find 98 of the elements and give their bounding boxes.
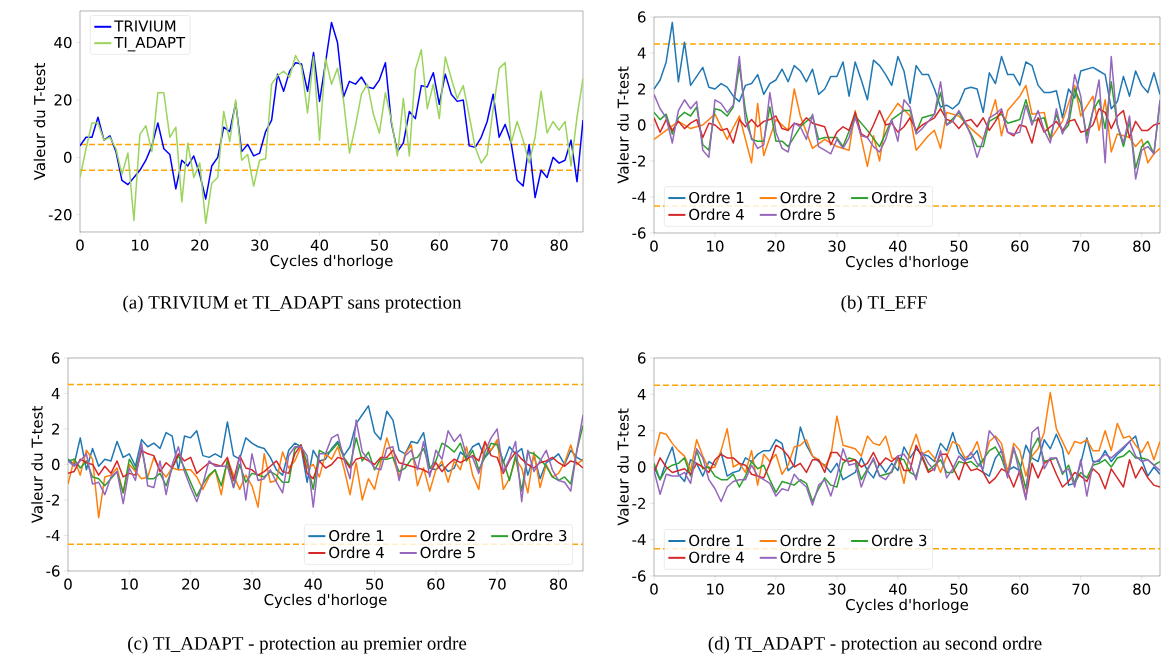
- y-tick-label: 20: [54, 94, 72, 106]
- line-series: [654, 108, 1161, 146]
- x-tick-label: 30: [243, 578, 261, 590]
- y-tick-label: 4: [637, 388, 646, 400]
- y-tick-label: 6: [52, 352, 60, 364]
- line-series: [654, 64, 1161, 169]
- y-tick-label: 0: [51, 458, 60, 471]
- legend-label: Ordre 4: [329, 546, 384, 559]
- x-tick-label: 50: [950, 583, 968, 595]
- x-tick-label: 20: [767, 240, 785, 252]
- legend-label: Ordre 1: [689, 191, 744, 204]
- x-tick-label: 10: [121, 578, 138, 590]
- legend-label: TI_ADAPT: [114, 36, 186, 52]
- text: (a) TRIVIUM et TI_ADAPT sans protection: [123, 295, 462, 313]
- x-tick-label: 20: [182, 578, 200, 590]
- legend-label: Ordre 2: [780, 534, 835, 547]
- x-tick-label: 70: [488, 578, 506, 590]
- y-tick-label: -6: [632, 227, 646, 239]
- legend-label: Ordre 2: [420, 529, 475, 542]
- y-tick-label: -4: [46, 530, 60, 541]
- y-tick-label: -2: [632, 497, 645, 509]
- x-tick-label: 60: [427, 578, 445, 590]
- y-tick-label: 6: [638, 11, 646, 23]
- y-tick-label: 0: [63, 151, 72, 164]
- x-tick-label: 80: [549, 578, 567, 590]
- x-tick-label: 70: [1072, 240, 1090, 252]
- y-tick-label: 2: [638, 425, 645, 437]
- legend-label: Ordre 4: [689, 208, 744, 221]
- y-tick-label: -20: [48, 209, 72, 221]
- x-tick-label: 50: [950, 240, 968, 252]
- x-tick-label: 70: [490, 239, 508, 251]
- x-tick-label: 70: [1072, 583, 1090, 595]
- x-tick-label: 0: [76, 239, 84, 251]
- y-tick-label: -4: [632, 534, 646, 546]
- x-tick-label: 20: [767, 583, 785, 595]
- x-tick-label: 40: [304, 578, 322, 590]
- legend-label: Ordre 5: [780, 551, 835, 563]
- x-tick-label: 80: [1133, 583, 1151, 595]
- legend-label: Ordre 2: [780, 191, 835, 204]
- legend-label: Ordre 5: [420, 546, 475, 559]
- line-series: [654, 426, 1161, 506]
- legend-label: Ordre 3: [511, 529, 567, 542]
- y-tick-label: 4: [51, 388, 60, 399]
- line-series: [80, 21, 583, 200]
- y-tick-label: -2: [46, 494, 59, 506]
- y-tick-label: 6: [638, 352, 646, 364]
- y-tick-label: 2: [52, 423, 59, 435]
- x-tick-label: 30: [828, 583, 846, 595]
- line-series: [654, 84, 1161, 168]
- y-axis-title: Valeur du T-test: [33, 63, 46, 181]
- y-tick-label: -6: [46, 565, 60, 577]
- x-tick-label: 10: [707, 240, 724, 252]
- legend-label: Ordre 4: [689, 551, 744, 563]
- y-tick-label: -2: [632, 155, 645, 167]
- x-axis-title: Cycles d'horloge: [846, 255, 969, 271]
- x-tick-label: 30: [828, 240, 846, 252]
- legend-label: Ordre 5: [780, 208, 835, 221]
- text: (c) TI_ADAPT - protection au premier ordre: [128, 636, 467, 654]
- legend-label: Ordre 3: [871, 191, 927, 204]
- x-tick-label: 40: [889, 240, 907, 252]
- text: (b) TI_EFF: [841, 295, 927, 313]
- y-tick-label: 0: [637, 461, 646, 473]
- x-tick-label: 0: [650, 583, 658, 595]
- y-tick-label: -6: [632, 570, 646, 582]
- y-axis-title: Valeur du T-test: [617, 408, 629, 526]
- legend-label: Ordre 3: [871, 534, 927, 547]
- x-axis-title: Cycles d'horloge: [846, 598, 969, 614]
- x-tick-label: 10: [132, 239, 149, 251]
- y-tick-label: 2: [638, 83, 645, 95]
- x-tick-label: 40: [310, 239, 329, 251]
- x-tick-label: 80: [550, 239, 568, 251]
- y-axis-title: Valeur du T-test: [617, 66, 629, 184]
- y-tick-label: -4: [632, 191, 646, 203]
- x-tick-label: 60: [1011, 583, 1029, 595]
- y-tick-label: 0: [637, 119, 646, 131]
- x-tick-label: 60: [1011, 240, 1029, 252]
- x-axis-title: Cycles d'horloge: [264, 593, 387, 609]
- y-tick-label: 40: [54, 36, 72, 49]
- legend-label: Ordre 1: [329, 529, 384, 542]
- line-series: [68, 440, 584, 482]
- x-tick-label: 50: [366, 578, 384, 590]
- text: (d) TI_ADAPT - protection au second ordre: [708, 636, 1042, 654]
- x-tick-label: 0: [650, 240, 658, 252]
- x-tick-label: 50: [371, 239, 388, 251]
- x-tick-label: 20: [191, 239, 209, 251]
- line-series: [68, 424, 584, 498]
- x-axis-title: Cycles d'horloge: [270, 254, 393, 270]
- x-tick-label: 40: [889, 583, 907, 595]
- legend-label: Ordre 1: [689, 534, 744, 547]
- x-tick-label: 30: [251, 239, 269, 251]
- line-series: [68, 405, 584, 483]
- x-tick-label: 10: [707, 583, 724, 595]
- y-axis-title: Valeur du T-test: [31, 406, 43, 524]
- y-tick-label: 4: [637, 47, 646, 59]
- x-tick-label: 60: [430, 239, 448, 251]
- x-tick-label: 80: [1133, 240, 1151, 252]
- line-series: [654, 55, 1161, 180]
- legend-label: TRIVIUM: [114, 20, 176, 32]
